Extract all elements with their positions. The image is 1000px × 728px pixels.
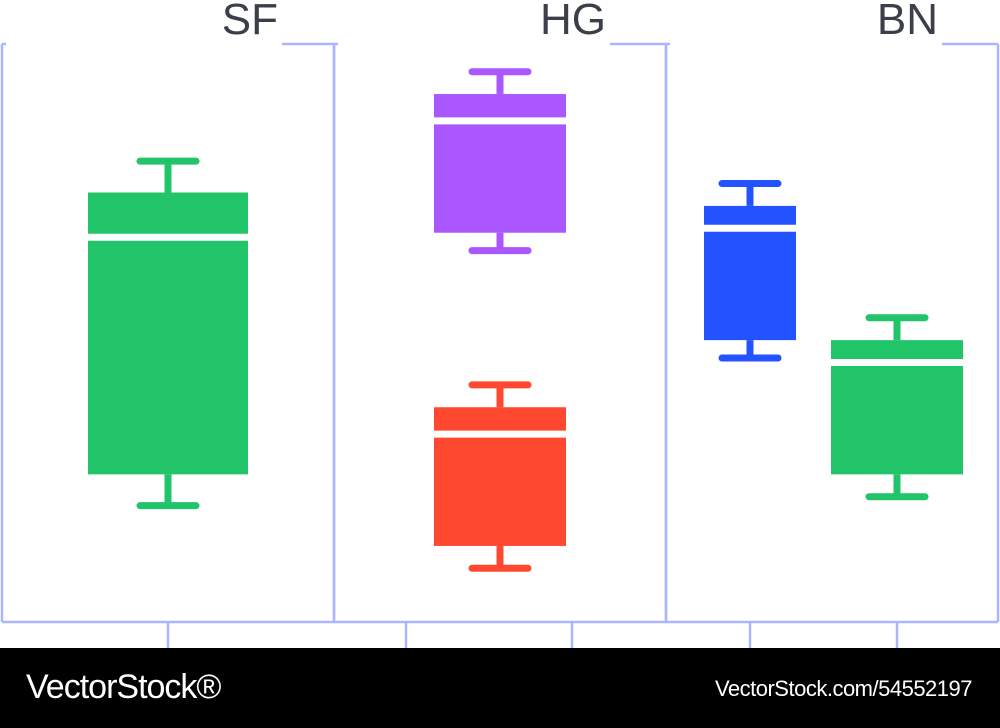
- panel-title: SF: [222, 0, 278, 44]
- vectorstock-logo: VectorStock®: [26, 668, 221, 706]
- box-plot: [434, 68, 566, 255]
- panel-frames: [0, 42, 1000, 648]
- panel-title: BN: [877, 0, 938, 44]
- panel-titles: SF HG BN: [222, 0, 938, 44]
- image-id-text: VectorStock.com/54552197: [714, 676, 973, 701]
- box-plot: [704, 180, 796, 362]
- watermark-footer: VectorStock® VectorStock.com/54552197: [0, 648, 1000, 728]
- box-iqr: [434, 94, 566, 233]
- chart-svg: SF HG BN: [0, 0, 1000, 648]
- box-plot: [88, 157, 248, 510]
- box-plot: [831, 314, 963, 501]
- box-plots: [88, 68, 963, 572]
- box-plot: [434, 381, 566, 572]
- box-iqr: [434, 407, 566, 546]
- panel-title: HG: [540, 0, 606, 44]
